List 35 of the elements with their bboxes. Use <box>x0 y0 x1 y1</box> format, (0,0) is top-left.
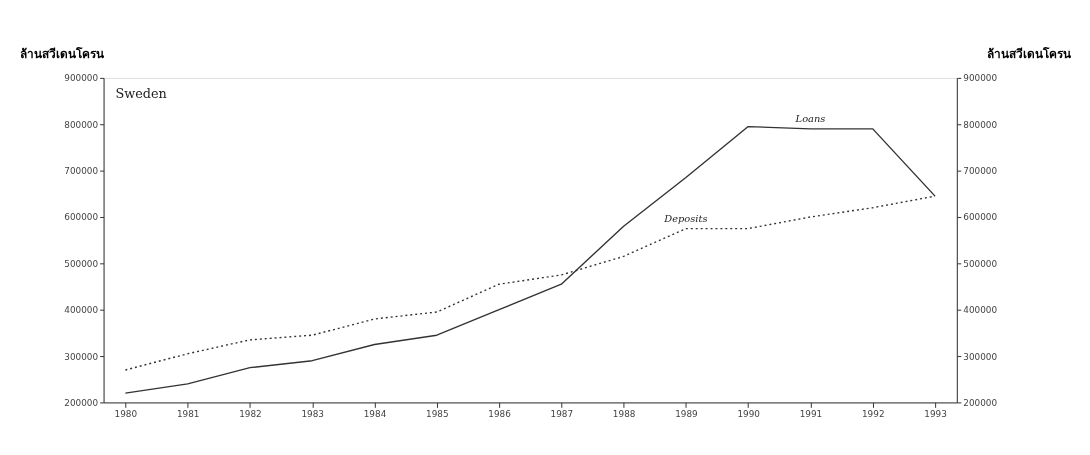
x-tick-label: 1984 <box>363 408 387 419</box>
y-tick-label: 800000 <box>64 119 99 130</box>
y2-tick-label: 900000 <box>963 73 998 84</box>
x-tick-label: 1990 <box>737 408 761 419</box>
x-tick-label: 1986 <box>488 408 512 419</box>
y-tick-label: 700000 <box>64 166 99 177</box>
y2-tick-label: 600000 <box>963 212 998 223</box>
series-label: Loans <box>794 112 826 124</box>
x-tick-label: 1987 <box>550 408 574 419</box>
series-label: Deposits <box>663 212 708 224</box>
x-tick-label: 1981 <box>176 408 200 419</box>
x-tick-label: 1991 <box>799 408 823 419</box>
x-tick-label: 1985 <box>426 408 449 419</box>
x-tick-label: 1980 <box>114 408 138 419</box>
y-tick-label: 600000 <box>64 212 99 223</box>
y2-tick-label: 400000 <box>963 305 998 316</box>
y-tick-label: 400000 <box>64 305 99 316</box>
x-tick-label: 1989 <box>675 408 699 419</box>
y-tick-label: 500000 <box>64 258 99 269</box>
y-tick-label: 300000 <box>64 351 99 362</box>
x-tick-label: 1983 <box>301 408 324 419</box>
annotation: Sweden <box>115 85 167 101</box>
x-tick-label: 1993 <box>924 408 947 419</box>
y2-tick-label: 200000 <box>963 397 998 408</box>
y-tick-label: 900000 <box>64 73 99 84</box>
x-tick-label: 1988 <box>612 408 636 419</box>
y-tick-label: 200000 <box>64 397 99 408</box>
x-tick-label: 1992 <box>861 408 885 419</box>
y2-tick-label: 800000 <box>963 119 998 130</box>
x-tick-label: 1982 <box>239 408 262 419</box>
y-axis-title: ล้านสวีเดนโครน <box>20 45 106 61</box>
y2-tick-label: 500000 <box>963 258 998 269</box>
y2-tick-label: 300000 <box>963 351 998 362</box>
y2-tick-label: 700000 <box>963 166 998 177</box>
y2-axis-title: ล้านสวีเดนโครน <box>986 45 1072 61</box>
